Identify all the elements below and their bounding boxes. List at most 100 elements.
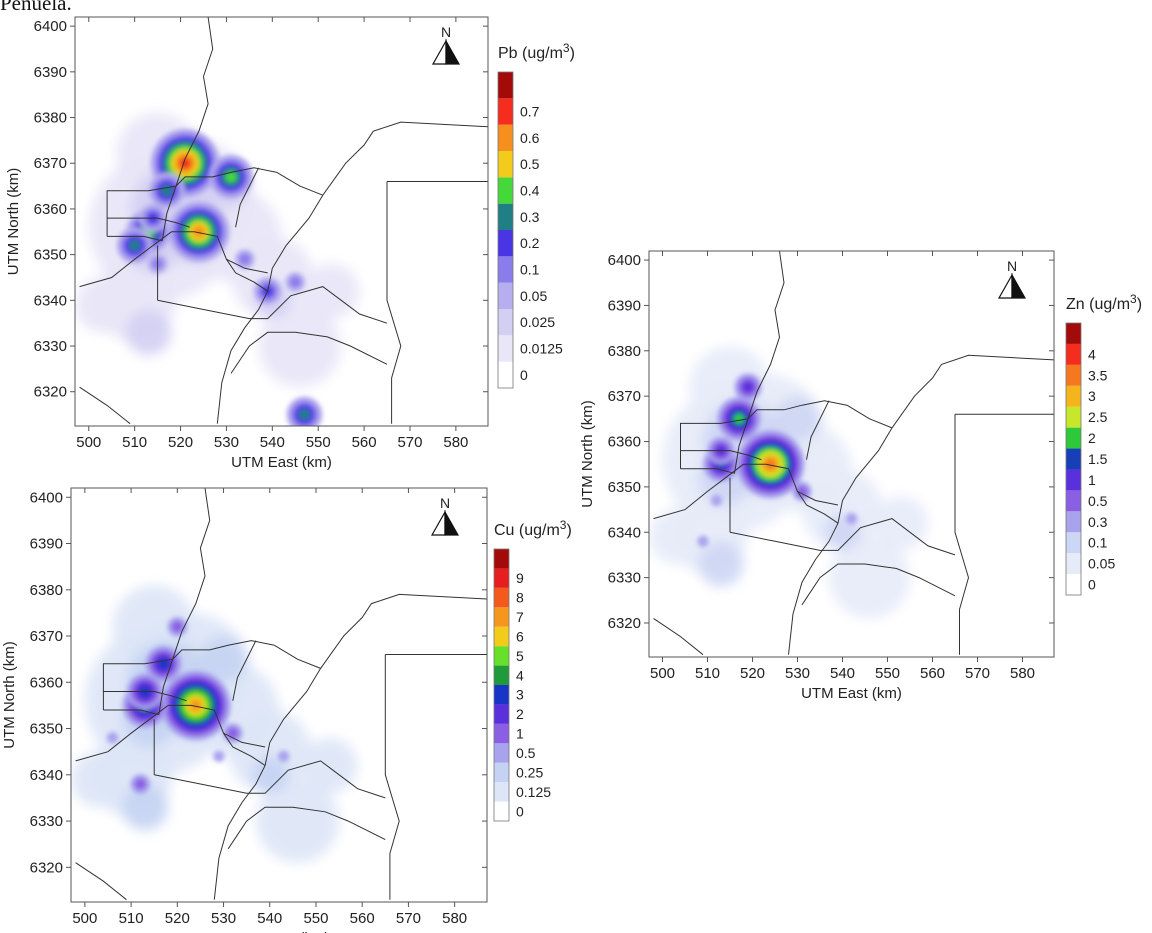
legend-swatch xyxy=(1066,385,1081,407)
y-axis-title: UTM North (km) xyxy=(1,641,18,749)
boundary-line xyxy=(107,235,163,242)
legend-label: 0.1 xyxy=(1088,535,1108,551)
legend-label: 0.1 xyxy=(520,262,540,278)
x-tick-label: 570 xyxy=(397,434,422,451)
legend-swatch xyxy=(494,626,509,647)
header-fragment: Peñuela. xyxy=(0,0,72,15)
hotspot-mark xyxy=(289,276,301,288)
boundary-line xyxy=(154,760,386,799)
boundary-line xyxy=(171,231,268,274)
hotspot-mark xyxy=(845,513,858,525)
boundary-line xyxy=(384,654,400,900)
y-tick-label: 6320 xyxy=(34,384,67,401)
concentration-blob xyxy=(829,537,910,619)
y-tick-label: 6370 xyxy=(30,628,63,645)
boundary-line xyxy=(386,181,402,424)
legend-label: 5 xyxy=(516,648,524,664)
x-tick-label: 520 xyxy=(165,910,190,927)
concentration-blob xyxy=(802,469,883,551)
boundary-line xyxy=(103,709,159,716)
y-tick-label: 6370 xyxy=(34,155,67,172)
chart-panel-cu: 500 510 520 530 540 550 560 570 5806320633063406… xyxy=(1,487,572,933)
y-tick-label: 6330 xyxy=(34,338,67,355)
concentration-blob xyxy=(251,756,289,794)
legend-label: 0.0125 xyxy=(520,341,563,357)
boundary-line xyxy=(680,468,735,474)
hotspot-mark xyxy=(298,408,311,421)
legend-frame xyxy=(497,71,514,389)
boundary-line xyxy=(79,386,131,425)
concentration-blob xyxy=(302,737,358,794)
legend-label: 0.7 xyxy=(520,104,540,120)
hotspot-mark xyxy=(225,171,237,183)
concentration-blob xyxy=(200,636,247,683)
x-tick-label: 540 xyxy=(830,665,855,682)
boundary-line xyxy=(788,427,893,655)
y-tick-label: 6380 xyxy=(608,343,641,360)
legend-swatch xyxy=(1066,532,1081,554)
legend-label: 0.05 xyxy=(1088,556,1115,572)
legend-label: 0.05 xyxy=(520,288,547,304)
y-tick-label: 6350 xyxy=(34,247,67,264)
concentration-blob xyxy=(304,263,360,319)
boundary-line xyxy=(168,704,266,748)
legend-swatch xyxy=(498,282,513,309)
boundary-line xyxy=(680,400,848,469)
y-tick-label: 6400 xyxy=(30,489,63,506)
boundary-line xyxy=(320,593,487,669)
color-legend: 0 0.125 0.25 0.5 1 2 3 4 5 6 7 8 9 xyxy=(493,548,551,822)
legend-label: 2 xyxy=(516,706,524,722)
concentration-blob xyxy=(228,710,312,794)
legend-swatch xyxy=(498,72,513,99)
x-tick-label: 510 xyxy=(695,665,720,682)
legend-swatch xyxy=(494,723,509,744)
y-tick-label: 6400 xyxy=(34,18,67,35)
x-tick-label: 530 xyxy=(211,910,236,927)
legend-label: 0.4 xyxy=(520,183,540,199)
y-tick-label: 6380 xyxy=(30,582,63,599)
boundary-line xyxy=(107,217,190,228)
legend-label: 7 xyxy=(516,609,524,625)
boundary-line xyxy=(891,354,1054,429)
legend-swatch xyxy=(494,685,509,705)
legend-swatch xyxy=(1066,511,1081,533)
x-tick-label: 510 xyxy=(119,910,144,927)
legend-label: 2.5 xyxy=(1088,409,1108,425)
y-tick-label: 6390 xyxy=(34,64,67,81)
boundary-line xyxy=(106,167,277,237)
x-tick-label: 500 xyxy=(72,910,97,927)
north-arrow-right xyxy=(1011,272,1027,299)
x-tick-label: 560 xyxy=(350,910,375,927)
y-tick-label: 6350 xyxy=(30,721,63,738)
legend-label: 1 xyxy=(516,726,524,742)
hotspots xyxy=(697,373,858,547)
concentration-blob xyxy=(255,779,340,863)
legend-label: 3 xyxy=(516,687,524,703)
x-tick-label: 500 xyxy=(76,434,101,451)
y-tick-label: 6350 xyxy=(608,479,641,496)
boundary-lines xyxy=(75,488,487,901)
boundary-line xyxy=(743,463,839,506)
legend-label: 0.6 xyxy=(520,130,540,146)
legend-swatch xyxy=(494,646,509,666)
legend-swatch xyxy=(494,743,509,763)
concentration-blob xyxy=(125,309,172,356)
boundary-line xyxy=(797,491,839,524)
legend-label: 0.2 xyxy=(520,235,540,251)
legend-label: 4 xyxy=(516,667,524,683)
hotspot-mark xyxy=(106,732,119,744)
hotspot-mark xyxy=(129,239,141,252)
hotspot-mark xyxy=(171,621,183,633)
chart-panel-zn: 500 510 520 530 540 550 560 570 580 6320 6330 6340 6… xyxy=(579,250,1142,702)
legend-swatch xyxy=(1066,427,1081,449)
legend-label: 0.025 xyxy=(520,314,555,330)
y-tick-label: 6360 xyxy=(34,201,67,218)
plot-frame xyxy=(70,487,488,903)
x-tick-label: 530 xyxy=(214,434,239,451)
boundary-line xyxy=(227,806,386,850)
legend-label: 0.5 xyxy=(1088,493,1108,509)
y-tick-label: 6380 xyxy=(34,110,67,127)
x-tick-label: 580 xyxy=(442,910,467,927)
plot-area xyxy=(649,251,1054,657)
north-arrow-right xyxy=(444,509,460,536)
